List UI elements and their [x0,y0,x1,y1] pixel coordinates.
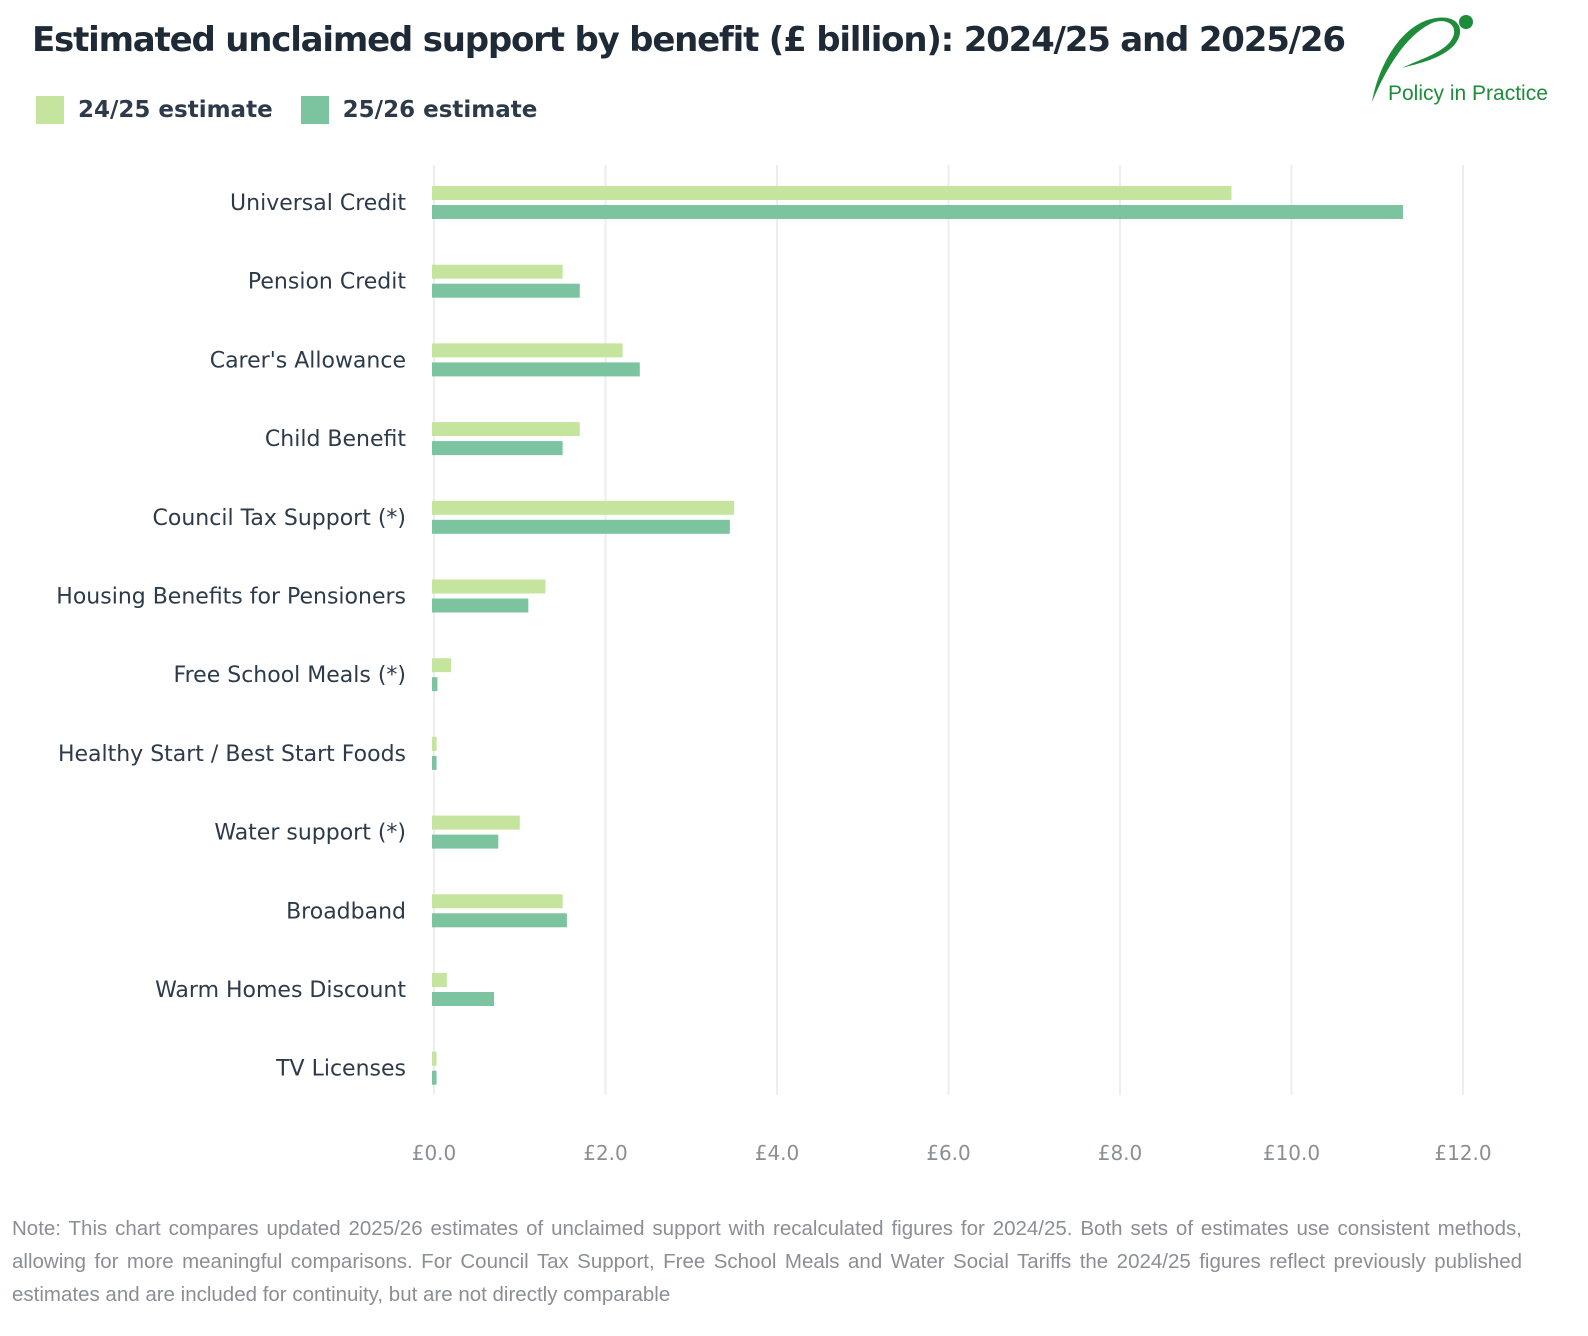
bar-2526 [432,755,437,770]
bar-2526 [432,283,580,298]
bar-2425 [432,1051,437,1066]
category-label: Pension Credit [248,270,406,295]
legend-label: 24/25 estimate [78,97,273,123]
bar-2526 [432,362,640,377]
category-label: Warm Homes Discount [155,978,406,1003]
bar-2526 [432,677,438,692]
category-label: Universal Credit [230,191,406,216]
bar-2526 [432,834,499,849]
x-tick-label: £8.0 [1098,1141,1143,1165]
bar-2526 [432,1070,437,1085]
bar-2425 [432,422,580,437]
bar-2425 [432,658,452,673]
legend-item-2425: 24/25 estimate [36,96,273,124]
category-label: Healthy Start / Best Start Foods [58,742,406,767]
legend: 24/25 estimate 25/26 estimate [36,96,537,124]
category-label: Council Tax Support (*) [153,506,406,531]
x-tick-label: £4.0 [755,1141,800,1165]
legend-swatch [36,96,64,124]
x-tick-label: £2.0 [583,1141,628,1165]
bar-2526 [432,913,567,928]
category-label: TV Licenses [275,1057,406,1082]
bar-2425 [432,264,563,279]
category-label: Water support (*) [214,821,406,846]
x-tick-label: £12.0 [1434,1141,1491,1165]
bar-2526 [432,205,1403,219]
chart-title: Estimated unclaimed support by benefit (… [32,20,1346,60]
category-label: Carer's Allowance [210,348,406,373]
bar-2425 [432,973,447,987]
bar-2526 [432,992,495,1006]
x-tick-label: £10.0 [1263,1141,1320,1165]
bar-2425 [432,186,1232,200]
bar-2425 [432,343,623,358]
legend-label: 25/26 estimate [342,97,538,123]
bar-2526 [432,441,563,456]
category-label: Broadband [286,899,406,924]
bar-2425 [432,579,546,594]
bar-2425 [432,894,563,909]
bar-2526 [432,519,730,534]
x-tick-label: £6.0 [926,1141,971,1165]
category-label: Child Benefit [265,427,406,452]
legend-item-2526: 25/26 estimate [300,96,538,124]
policy-in-practice-logo [1372,15,1473,102]
bar-2526 [432,598,529,613]
chart-note: Note: This chart compares updated 2025/2… [12,1217,1522,1306]
category-label: Housing Benefits for Pensioners [56,585,406,610]
category-label: Free School Meals (*) [174,663,406,688]
logo-text: Policy in Practice [1388,82,1548,105]
legend-swatch [300,96,329,124]
bar-2425 [432,815,520,830]
x-tick-label: £0.0 [412,1141,457,1165]
bar-2425 [432,500,735,515]
bar-2425 [432,736,437,751]
